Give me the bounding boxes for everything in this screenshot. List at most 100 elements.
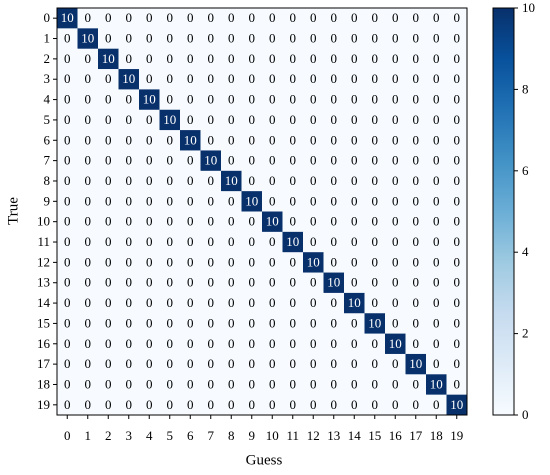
cell-label: 0 xyxy=(454,275,461,290)
cell xyxy=(364,211,386,233)
cell xyxy=(180,69,201,90)
cell-label: 0 xyxy=(208,51,215,66)
cell xyxy=(446,313,468,334)
cell-label: 0 xyxy=(85,315,92,330)
cell xyxy=(57,353,78,375)
cell xyxy=(77,272,99,294)
cell xyxy=(344,170,365,192)
cell-label: 0 xyxy=(228,193,235,208)
cell xyxy=(446,353,468,375)
cell xyxy=(364,292,386,314)
cell-label: 10 xyxy=(327,275,340,290)
cell xyxy=(241,211,263,233)
cell xyxy=(364,150,386,172)
cell-label: 0 xyxy=(228,153,235,168)
cell xyxy=(426,28,447,49)
cell xyxy=(139,211,160,233)
cell xyxy=(364,333,386,355)
cell-label: 0 xyxy=(126,132,133,147)
cell-label: 0 xyxy=(372,193,379,208)
cell xyxy=(200,252,222,273)
cell xyxy=(241,48,263,70)
cell xyxy=(77,231,99,253)
cell-label: 0 xyxy=(105,234,112,249)
cell-label: 0 xyxy=(269,132,276,147)
y-tick-label: 15 xyxy=(37,315,50,330)
cell xyxy=(159,48,181,70)
cell xyxy=(180,211,201,233)
cell-label: 0 xyxy=(249,397,256,412)
cell xyxy=(139,150,160,172)
cell xyxy=(180,292,201,314)
cell xyxy=(139,130,160,151)
cell xyxy=(118,333,140,355)
y-tick-label: 16 xyxy=(37,336,51,351)
cell xyxy=(282,211,304,233)
cell xyxy=(180,394,201,416)
cell xyxy=(57,69,78,90)
cell-label: 0 xyxy=(146,10,153,25)
cell-label: 0 xyxy=(126,315,133,330)
cell xyxy=(159,211,181,233)
cell xyxy=(139,292,160,314)
colorbar-tick-label: 0 xyxy=(522,407,529,422)
cell-label: 0 xyxy=(433,92,440,107)
cell xyxy=(426,150,447,172)
cell-label: 0 xyxy=(85,173,92,188)
cell-label: 0 xyxy=(392,275,399,290)
cell xyxy=(180,231,201,253)
cell xyxy=(200,374,222,395)
cell xyxy=(323,130,345,151)
cell xyxy=(77,313,99,334)
cell-label: 0 xyxy=(105,336,112,351)
cell-label: 0 xyxy=(392,31,399,46)
cell-label: 10 xyxy=(266,214,279,229)
cell xyxy=(200,333,222,355)
cell-label: 0 xyxy=(351,10,358,25)
cell xyxy=(344,333,365,355)
cell-label: 0 xyxy=(290,376,297,391)
cell xyxy=(221,191,242,212)
colorbar-tick-label: 8 xyxy=(522,81,529,96)
cell-label: 0 xyxy=(187,31,194,46)
cell-label: 0 xyxy=(433,173,440,188)
cell xyxy=(57,272,78,294)
cell-label: 0 xyxy=(208,71,215,86)
cell xyxy=(446,191,468,212)
cell-label: 0 xyxy=(126,397,133,412)
cell-label: 0 xyxy=(351,376,358,391)
cell xyxy=(159,191,181,212)
cell-label: 0 xyxy=(413,376,420,391)
cell xyxy=(282,191,304,212)
cell xyxy=(446,394,468,416)
cell xyxy=(303,191,324,212)
cell xyxy=(282,333,304,355)
cell xyxy=(446,150,468,172)
cell-label: 0 xyxy=(351,132,358,147)
cell-label: 0 xyxy=(310,92,317,107)
cell xyxy=(241,69,263,90)
cell-label: 0 xyxy=(187,234,194,249)
cell-label: 0 xyxy=(64,92,71,107)
x-tick-label: 4 xyxy=(146,428,153,443)
cell-label: 0 xyxy=(187,356,194,371)
cell xyxy=(446,89,468,111)
cell xyxy=(262,150,283,172)
cell-label: 0 xyxy=(310,214,317,229)
cell-label: 0 xyxy=(372,234,379,249)
cell xyxy=(405,374,427,395)
cell xyxy=(262,353,283,375)
cell xyxy=(241,130,263,151)
cell xyxy=(200,8,222,29)
cell-label: 0 xyxy=(187,336,194,351)
cell xyxy=(221,170,242,192)
cell xyxy=(323,394,345,416)
cell-label: 0 xyxy=(126,275,133,290)
cell-label: 0 xyxy=(269,92,276,107)
cell xyxy=(405,231,427,253)
cell-label: 0 xyxy=(454,214,461,229)
y-tick-label: 12 xyxy=(37,254,50,269)
cell xyxy=(139,8,160,29)
cell-label: 0 xyxy=(208,10,215,25)
cell xyxy=(57,109,78,131)
